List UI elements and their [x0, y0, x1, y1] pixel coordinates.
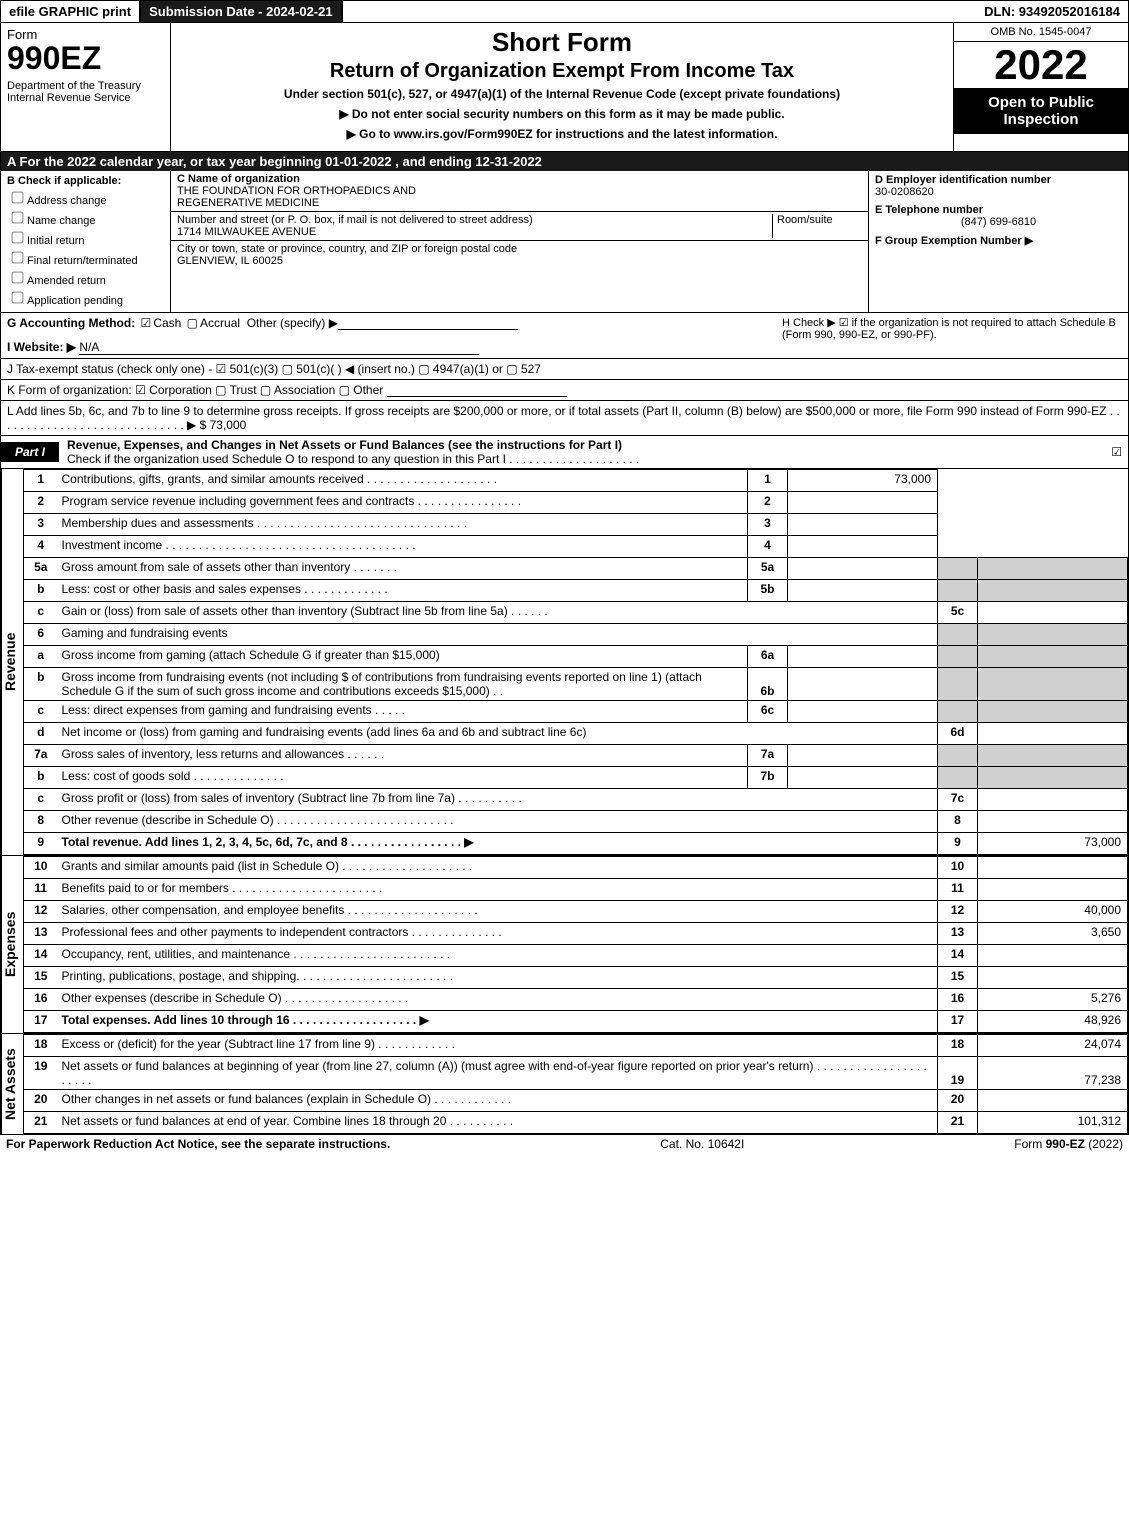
col-d-e-f: D Employer identification number 30-0208…: [868, 171, 1128, 312]
chk-name-change[interactable]: Name change: [7, 208, 164, 227]
amt-3: [788, 514, 938, 536]
col-c-org-info: C Name of organization THE FOUNDATION FO…: [171, 171, 868, 312]
amt-17: 48,926: [978, 1011, 1128, 1033]
amt-2: [788, 492, 938, 514]
netassets-section: Net Assets 18Excess or (deficit) for the…: [1, 1034, 1128, 1134]
amt-12: 40,000: [978, 901, 1128, 923]
row-l-gross-receipts: L Add lines 5b, 6c, and 7b to line 9 to …: [1, 401, 1128, 436]
org-name-2: REGENERATIVE MEDICINE: [177, 197, 319, 209]
phone-value: (847) 699-6810: [875, 216, 1122, 228]
submission-date: Submission Date - 2024-02-21: [141, 1, 343, 22]
chk-address-change[interactable]: Address change: [7, 188, 164, 207]
part-i-header: Part I Revenue, Expenses, and Changes in…: [1, 436, 1128, 469]
g-accounting: G Accounting Method: Cash Accrual Other …: [7, 316, 782, 355]
irs: Internal Revenue Service: [7, 92, 164, 104]
netassets-vlabel: Net Assets: [1, 1034, 23, 1134]
amt-6d: [978, 723, 1128, 745]
row-k-org-form: K Form of organization: ☑ Corporation ▢ …: [1, 380, 1128, 401]
amt-21: 101,312: [978, 1112, 1128, 1134]
part-i-checkbox[interactable]: ☑: [1105, 443, 1128, 461]
chk-final-return[interactable]: Final return/terminated: [7, 248, 164, 267]
chk-initial-return[interactable]: Initial return: [7, 228, 164, 247]
subtitle: Under section 501(c), 527, or 4947(a)(1)…: [177, 87, 947, 101]
c-name: C Name of organization THE FOUNDATION FO…: [171, 171, 868, 212]
open-to-public: Open to Public Inspection: [954, 88, 1128, 134]
tax-year: 2022: [954, 42, 1128, 88]
efile-print[interactable]: efile GRAPHIC print: [1, 1, 141, 22]
org-city: GLENVIEW, IL 60025: [177, 255, 283, 267]
c-address: Number and street (or P. O. box, if mail…: [171, 212, 868, 241]
amt-8: [978, 811, 1128, 833]
form-number: 990EZ: [7, 42, 164, 74]
footer-right: Form 990-EZ (2022): [1014, 1137, 1123, 1151]
expenses-vlabel: Expenses: [1, 856, 23, 1033]
col-b-checkboxes: B Check if applicable: Address change Na…: [1, 171, 171, 312]
amt-1: 73,000: [788, 470, 938, 492]
amt-18: 24,074: [978, 1035, 1128, 1057]
f-group-exemption: F Group Exemption Number ▶: [869, 231, 1128, 250]
i-website: I Website: ▶ N/A: [7, 340, 782, 355]
amt-19: 77,238: [978, 1057, 1128, 1090]
amt-13: 3,650: [978, 923, 1128, 945]
netassets-table: 18Excess or (deficit) for the year (Subt…: [23, 1034, 1128, 1134]
page-footer: For Paperwork Reduction Act Notice, see …: [0, 1135, 1129, 1153]
amt-15: [978, 967, 1128, 989]
row-g-h: G Accounting Method: Cash Accrual Other …: [1, 313, 1128, 359]
form-990ez: efile GRAPHIC print Submission Date - 20…: [0, 0, 1129, 1135]
amt-16: 5,276: [978, 989, 1128, 1011]
org-street: 1714 MILWAUKEE AVENUE: [177, 226, 316, 238]
chk-amended-return[interactable]: Amended return: [7, 268, 164, 287]
row-j-tax-exempt: J Tax-exempt status (check only one) - ☑…: [1, 359, 1128, 380]
chk-cash[interactable]: [139, 316, 154, 330]
h-schedule-b: H Check ▶ ☑ if the organization is not r…: [782, 316, 1122, 355]
footer-center: Cat. No. 10642I: [660, 1137, 744, 1151]
amt-4: [788, 536, 938, 558]
org-name-1: THE FOUNDATION FOR ORTHOPAEDICS AND: [177, 185, 416, 197]
amt-10: [978, 857, 1128, 879]
form-header: Form 990EZ Department of the Treasury In…: [1, 23, 1128, 152]
c-city: City or town, state or province, country…: [171, 241, 868, 269]
note-ssn: ▶ Do not enter social security numbers o…: [177, 107, 947, 121]
revenue-vlabel: Revenue: [1, 469, 23, 855]
omb-number: OMB No. 1545-0047: [954, 23, 1128, 42]
expenses-table: 10Grants and similar amounts paid (list …: [23, 856, 1128, 1033]
note-link: ▶ Go to www.irs.gov/Form990EZ for instru…: [177, 127, 947, 141]
expenses-section: Expenses 10Grants and similar amounts pa…: [1, 856, 1128, 1034]
d-ein: D Employer identification number 30-0208…: [869, 171, 1128, 201]
title-short-form: Short Form: [177, 27, 947, 58]
chk-accrual[interactable]: [185, 316, 200, 330]
ein-value: 30-0208620: [875, 186, 934, 198]
header-right: OMB No. 1545-0047 2022 Open to Public In…: [953, 23, 1128, 151]
part-i-tag: Part I: [1, 442, 59, 462]
b-header: B Check if applicable:: [7, 175, 164, 187]
revenue-section: Revenue 1Contributions, gifts, grants, a…: [1, 469, 1128, 856]
chk-application-pending[interactable]: Application pending: [7, 288, 164, 307]
topbar: efile GRAPHIC print Submission Date - 20…: [1, 1, 1128, 23]
row-a-tax-year: A For the 2022 calendar year, or tax yea…: [1, 152, 1128, 171]
title-return: Return of Organization Exempt From Incom…: [177, 60, 947, 83]
amt-5c: [978, 602, 1128, 624]
amt-20: [978, 1090, 1128, 1112]
amt-9: 73,000: [978, 833, 1128, 855]
dln: DLN: 93492052016184: [976, 1, 1128, 22]
website-value: N/A: [79, 340, 479, 355]
block-b-through-f: B Check if applicable: Address change Na…: [1, 171, 1128, 313]
revenue-table: 1Contributions, gifts, grants, and simil…: [23, 469, 1128, 855]
amt-7c: [978, 789, 1128, 811]
header-left: Form 990EZ Department of the Treasury In…: [1, 23, 171, 151]
amt-14: [978, 945, 1128, 967]
footer-left: For Paperwork Reduction Act Notice, see …: [6, 1137, 390, 1151]
header-center: Short Form Return of Organization Exempt…: [171, 23, 953, 151]
department: Department of the Treasury: [7, 80, 164, 92]
amt-11: [978, 879, 1128, 901]
e-phone: E Telephone number (847) 699-6810: [869, 201, 1128, 231]
